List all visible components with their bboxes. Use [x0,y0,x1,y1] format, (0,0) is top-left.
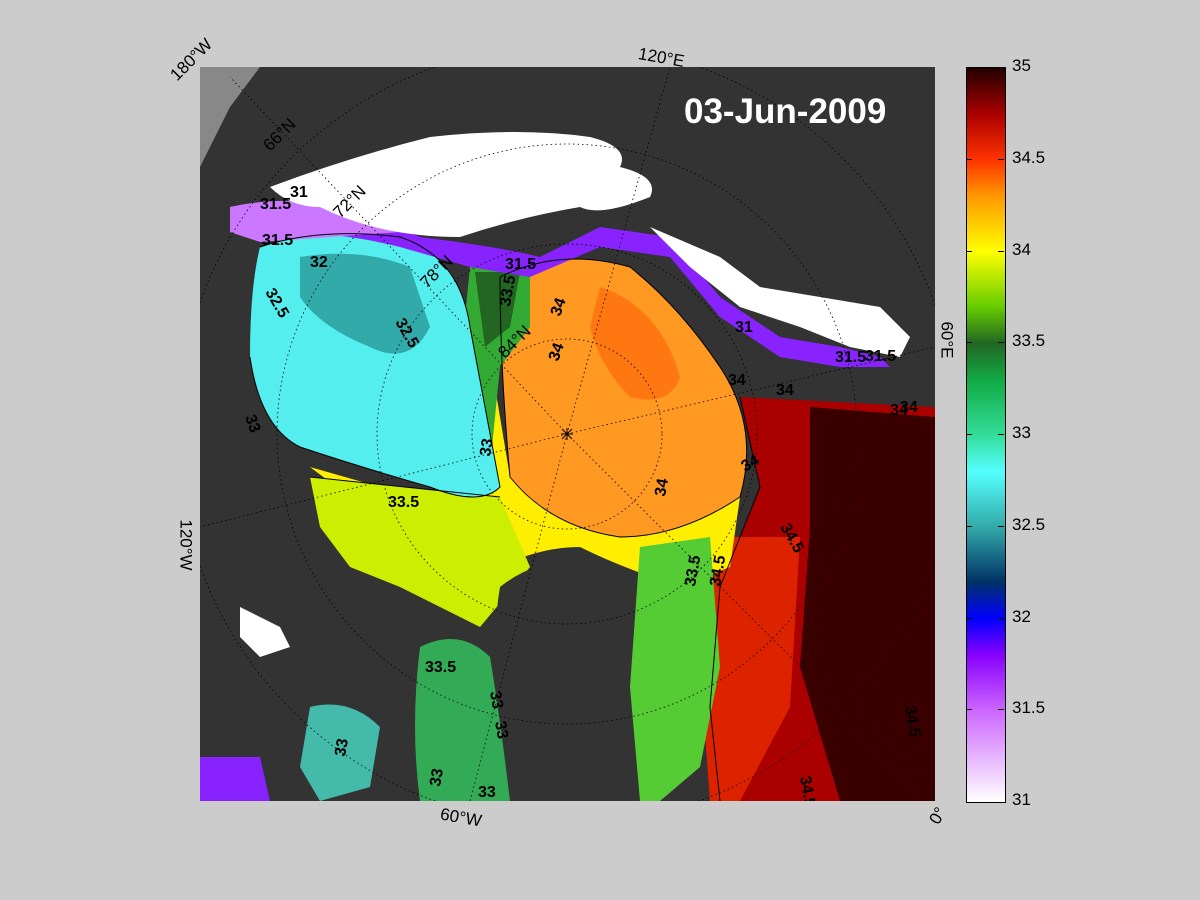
hudson-water [300,704,380,801]
contour-label: 33.5 [497,274,519,308]
colorbar-tick-label: 31 [1012,790,1031,809]
colorbar-tick-mark [966,525,972,527]
hudson-fresh [200,757,270,801]
colorbar-tick-label: 33.5 [1012,331,1046,351]
colorbar-tick-mark [998,250,1004,252]
colorbar-tick-mark [998,342,1004,344]
graticule [200,67,935,801]
colorbar-tick-mark [966,342,972,344]
map-canvas: 66°N 72°N 78°N 84°N 31.5 31.5 31 32 32.5… [200,67,935,801]
colorbar-tick-mark [966,158,972,160]
lon-label-0: 0° [925,803,950,828]
contour-label: 33 [332,737,352,758]
outside-region [200,67,260,167]
contour-label: 32 [310,254,328,271]
contour-label: 31.5 [835,349,866,366]
contour-label: 33 [486,690,506,711]
contour-label: 31.5 [262,232,293,249]
contour-label: 33.5 [388,494,419,511]
baffin-bay [415,639,510,801]
colorbar-tick-mark [966,709,972,711]
contour-label: 34 [548,296,570,319]
lon-label-60w: 60°W [438,804,484,831]
contour-label: 33.5 [682,554,704,588]
colorbar-tick-mark [998,617,1004,619]
contour-label: 34.5 [796,775,818,801]
lomonosov-dark [475,272,520,347]
contour-label: 34 [776,382,794,399]
fresh-margin-light [230,200,400,242]
colorbar-tick-mark [966,250,972,252]
eurasian-basin [500,259,747,537]
date-title: 03-Jun-2009 [684,92,887,131]
colorbar-tick-mark [998,709,1004,711]
lon-label-60e: 60°E [937,321,957,359]
colorbar-tick-label: 34 [1012,239,1031,259]
contour-label: 33 [477,437,497,458]
colorbar-tick-label: 31.5 [1012,698,1046,718]
colorbar-tick-label: 34.5 [1012,147,1046,167]
north-pole-marker [561,428,573,440]
contour-label: 31.5 [260,196,291,213]
colorbar-tick-mark [998,158,1004,160]
contour-label: 34 [900,399,918,416]
contour-label: 31.5 [505,256,536,273]
fresh-margin [230,201,890,367]
contour-label: 33 [491,720,511,741]
colorbar-tick-mark [966,617,972,619]
contour-label: 31 [290,184,308,201]
eurasian-core [590,287,680,400]
colorbar-tick-mark [966,434,972,435]
contour-lines [249,233,761,801]
colorbar [966,67,1006,803]
lon-label-120w: 120°W [176,519,196,571]
colorbar-tick-label: 33 [1012,423,1031,442]
greenland-land [495,560,670,801]
beaufort-gyre [300,253,430,354]
sea-ice-baffin [240,607,290,657]
atlantic-core [800,407,935,801]
contour-label: 31.5 [865,348,896,365]
colorbar-tick-mark [998,525,1004,527]
contour-label: 34 [546,341,568,364]
salinity-map: 66°N 72°N 78°N 84°N 31.5 31.5 31 32 32.5… [200,67,935,801]
contour-label: 33 [427,767,447,788]
colorbar-tick-label: 35 [1012,56,1031,75]
contour-label: 33 [478,784,496,801]
contour-label: 34.5 [707,554,729,588]
colorbar-tick-label: 32 [1012,606,1031,626]
contour-label: 34.5 [901,705,923,739]
contour-label: 33 [241,413,263,436]
contour-label: 34 [890,402,908,419]
atlantic-edge [700,537,800,801]
sea-ice-pacific [270,132,652,237]
colorbar-tick-label: 32.5 [1012,514,1046,534]
contour-label: 33.5 [425,659,456,676]
fram-strait-water [630,537,720,801]
sea-ice-kara [650,227,910,357]
colorbar-tick-mark [998,434,1004,435]
contour-label: 34 [739,452,763,476]
contour-label: 31 [735,319,753,336]
archipelago-water [310,477,530,627]
contour-label: 34 [652,477,672,498]
contour-label: 34 [728,372,746,389]
